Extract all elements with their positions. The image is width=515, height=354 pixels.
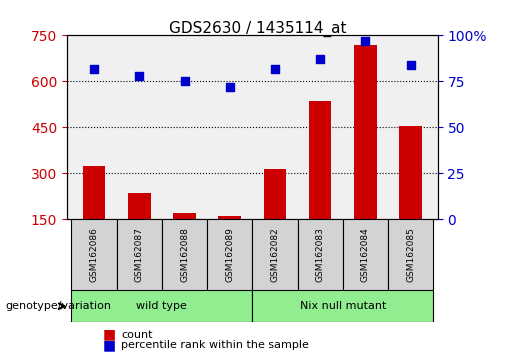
Bar bbox=[264, 169, 286, 219]
Point bbox=[90, 66, 98, 72]
Text: GSM162083: GSM162083 bbox=[316, 227, 324, 282]
FancyBboxPatch shape bbox=[207, 219, 252, 290]
Bar bbox=[399, 126, 422, 219]
Text: genotype/variation: genotype/variation bbox=[5, 301, 111, 311]
Text: ■: ■ bbox=[103, 327, 116, 342]
Bar bbox=[83, 166, 106, 219]
Text: GSM162087: GSM162087 bbox=[135, 227, 144, 282]
Text: GSM162085: GSM162085 bbox=[406, 227, 415, 282]
FancyBboxPatch shape bbox=[252, 219, 298, 290]
Text: count: count bbox=[121, 330, 152, 339]
Point bbox=[316, 57, 324, 62]
Bar bbox=[354, 45, 376, 219]
FancyBboxPatch shape bbox=[117, 219, 162, 290]
Text: GDS2630 / 1435114_at: GDS2630 / 1435114_at bbox=[169, 21, 346, 38]
Text: GSM162089: GSM162089 bbox=[225, 227, 234, 282]
Point bbox=[362, 38, 370, 44]
Bar bbox=[218, 216, 241, 219]
FancyBboxPatch shape bbox=[162, 219, 207, 290]
Text: GSM162088: GSM162088 bbox=[180, 227, 189, 282]
Text: wild type: wild type bbox=[136, 301, 187, 311]
Text: ■: ■ bbox=[103, 338, 116, 352]
FancyBboxPatch shape bbox=[343, 219, 388, 290]
FancyBboxPatch shape bbox=[72, 290, 252, 322]
FancyBboxPatch shape bbox=[388, 219, 433, 290]
Point bbox=[135, 73, 143, 79]
Point bbox=[271, 66, 279, 72]
Point bbox=[406, 62, 415, 68]
Bar bbox=[309, 101, 332, 219]
Point bbox=[180, 79, 188, 84]
Text: percentile rank within the sample: percentile rank within the sample bbox=[121, 340, 309, 350]
Text: GSM162082: GSM162082 bbox=[270, 228, 280, 282]
FancyBboxPatch shape bbox=[298, 219, 343, 290]
FancyBboxPatch shape bbox=[72, 219, 117, 290]
Bar bbox=[173, 213, 196, 219]
Bar bbox=[128, 193, 150, 219]
Text: Nix null mutant: Nix null mutant bbox=[300, 301, 386, 311]
Text: GSM162084: GSM162084 bbox=[361, 228, 370, 282]
FancyBboxPatch shape bbox=[252, 290, 433, 322]
Text: GSM162086: GSM162086 bbox=[90, 227, 98, 282]
Point bbox=[226, 84, 234, 90]
